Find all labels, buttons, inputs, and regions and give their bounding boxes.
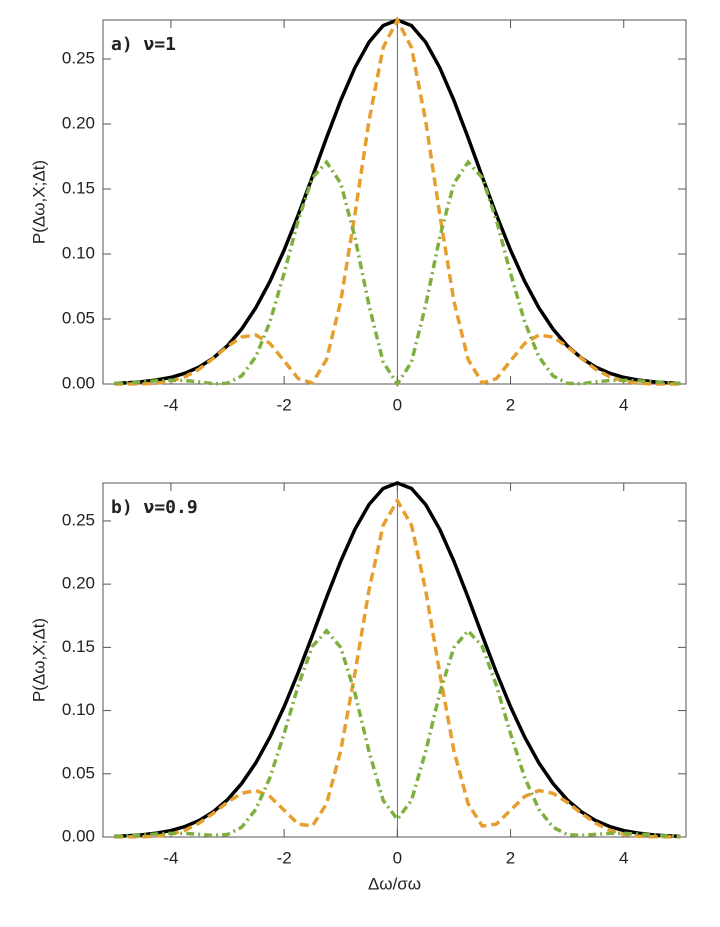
y-tick-label: 0.25 [62, 510, 95, 529]
x-tick-label: 0 [393, 395, 402, 414]
y-axis-label: P(Δω,X;Δt) [29, 160, 48, 244]
x-tick-label: 0 [393, 848, 402, 867]
y-axis-label: P(Δω,X;Δt) [29, 618, 48, 702]
y-tick-label: 0.20 [62, 574, 95, 593]
x-tick-label: -2 [277, 848, 292, 867]
curve [114, 628, 681, 839]
y-tick-label: 0.00 [62, 826, 95, 845]
panel-annotation: a) ν=1 [111, 34, 176, 55]
x-tick-label: 2 [506, 848, 515, 867]
x-axis-label: Δω/σω [368, 874, 421, 893]
x-tick-label: 2 [506, 395, 515, 414]
x-tick-label: -4 [163, 395, 178, 414]
y-tick-label: 0.10 [62, 243, 95, 262]
x-tick-label: -4 [163, 848, 178, 867]
x-tick-label: 4 [619, 395, 628, 414]
curve [114, 16, 681, 386]
curve [114, 159, 681, 388]
y-tick-label: 0.15 [62, 178, 95, 197]
y-tick-label: 0.15 [62, 637, 95, 656]
y-tick-label: 0.10 [62, 700, 95, 719]
y-tick-label: 0.00 [62, 373, 95, 392]
plot-frame [102, 19, 687, 385]
plot-frame [102, 482, 687, 838]
x-tick-label: 4 [619, 848, 628, 867]
y-tick-label: 0.05 [62, 308, 95, 327]
x-tick-label: -2 [277, 395, 292, 414]
panel-annotation: b) ν=0.9 [111, 497, 198, 518]
y-tick-label: 0.05 [62, 763, 95, 782]
curve [114, 497, 681, 839]
y-tick-label: 0.20 [62, 113, 95, 132]
y-tick-label: 0.25 [62, 48, 95, 67]
